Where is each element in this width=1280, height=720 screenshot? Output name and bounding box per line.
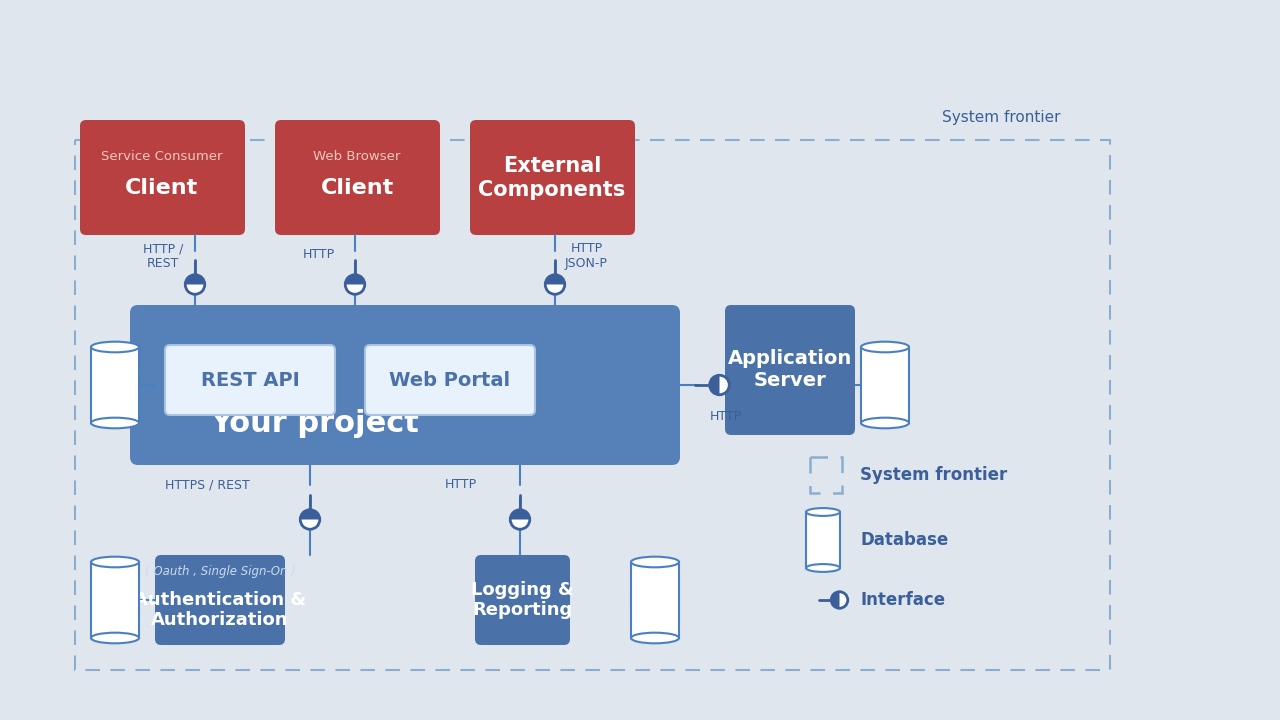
Text: Client: Client — [320, 178, 394, 198]
FancyBboxPatch shape — [724, 305, 855, 435]
Text: System frontier: System frontier — [942, 110, 1060, 125]
Text: REST API: REST API — [201, 371, 300, 390]
Text: System frontier: System frontier — [860, 466, 1007, 484]
FancyBboxPatch shape — [365, 345, 535, 415]
Bar — [631, 562, 678, 638]
Wedge shape — [301, 510, 320, 520]
Text: ( Oauth , Single Sign-On ): ( Oauth , Single Sign-On ) — [145, 565, 296, 578]
Text: Logging &
Reporting: Logging & Reporting — [471, 580, 573, 619]
Bar — [91, 562, 140, 638]
Ellipse shape — [806, 564, 840, 572]
FancyBboxPatch shape — [475, 555, 570, 645]
Wedge shape — [346, 275, 365, 284]
Wedge shape — [511, 510, 530, 520]
Text: HTTP
JSON-P: HTTP JSON-P — [564, 242, 608, 270]
Text: Client: Client — [125, 178, 198, 198]
Ellipse shape — [91, 342, 140, 352]
Text: HTTP /
REST: HTTP / REST — [143, 242, 183, 270]
Ellipse shape — [91, 557, 140, 567]
Text: Interface: Interface — [860, 591, 945, 609]
Bar — [91, 347, 140, 423]
Text: External
Components: External Components — [479, 156, 626, 199]
FancyBboxPatch shape — [131, 305, 680, 465]
Text: Web Browser: Web Browser — [314, 150, 401, 163]
Text: Application
Server: Application Server — [728, 349, 852, 390]
Circle shape — [186, 275, 205, 294]
Ellipse shape — [861, 418, 909, 428]
Ellipse shape — [861, 342, 909, 352]
FancyBboxPatch shape — [79, 120, 244, 235]
Ellipse shape — [631, 633, 678, 644]
Text: Database: Database — [860, 531, 948, 549]
Circle shape — [301, 510, 320, 529]
Wedge shape — [545, 275, 564, 284]
Circle shape — [511, 510, 530, 529]
Bar — [810, 457, 842, 493]
FancyBboxPatch shape — [470, 120, 635, 235]
Ellipse shape — [806, 508, 840, 516]
Wedge shape — [831, 592, 840, 608]
Text: Web Portal: Web Portal — [389, 371, 511, 390]
Circle shape — [831, 592, 847, 608]
Circle shape — [346, 275, 365, 294]
Wedge shape — [709, 375, 719, 395]
Text: Your project: Your project — [210, 408, 419, 438]
Text: Authentication &
Authorization: Authentication & Authorization — [134, 590, 306, 629]
Text: HTTP: HTTP — [445, 478, 477, 491]
FancyBboxPatch shape — [275, 120, 440, 235]
Text: Service Consumer: Service Consumer — [101, 150, 223, 163]
Text: HTTP: HTTP — [303, 248, 335, 261]
FancyBboxPatch shape — [165, 345, 335, 415]
Ellipse shape — [91, 633, 140, 644]
Ellipse shape — [631, 557, 678, 567]
Ellipse shape — [91, 418, 140, 428]
Circle shape — [545, 275, 564, 294]
Text: HTTPS / REST: HTTPS / REST — [165, 478, 250, 491]
Bar — [861, 347, 909, 423]
Circle shape — [709, 375, 730, 395]
Bar — [76, 140, 1110, 670]
FancyBboxPatch shape — [155, 555, 285, 645]
Bar — [806, 512, 840, 568]
Wedge shape — [186, 275, 205, 284]
Text: HTTP: HTTP — [710, 410, 742, 423]
